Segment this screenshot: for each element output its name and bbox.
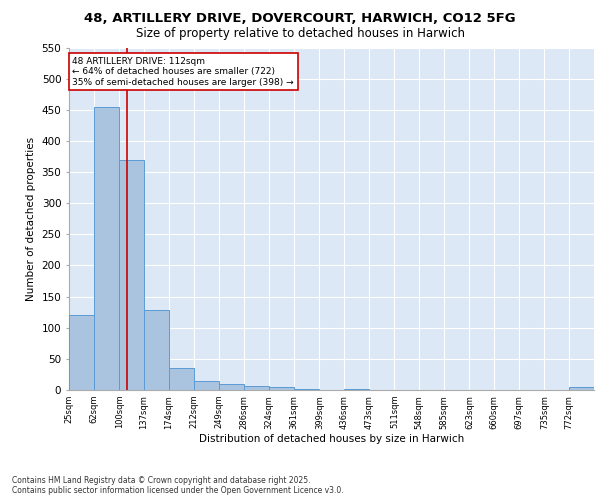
Bar <box>94 106 119 390</box>
Y-axis label: Number of detached properties: Number of detached properties <box>26 136 36 301</box>
X-axis label: Distribution of detached houses by size in Harwich: Distribution of detached houses by size … <box>199 434 464 444</box>
Bar <box>569 387 594 390</box>
Text: 48 ARTILLERY DRIVE: 112sqm
← 64% of detached houses are smaller (722)
35% of sem: 48 ARTILLERY DRIVE: 112sqm ← 64% of deta… <box>73 57 294 86</box>
Bar <box>244 386 269 390</box>
Bar <box>294 389 319 390</box>
Text: Size of property relative to detached houses in Harwich: Size of property relative to detached ho… <box>136 28 464 40</box>
Text: Contains HM Land Registry data © Crown copyright and database right 2025.
Contai: Contains HM Land Registry data © Crown c… <box>12 476 344 495</box>
Bar <box>144 310 169 390</box>
Bar <box>344 389 369 390</box>
Bar <box>119 160 144 390</box>
Bar <box>69 316 94 390</box>
Bar <box>169 368 194 390</box>
Bar <box>219 384 244 390</box>
Bar <box>269 387 294 390</box>
Bar <box>194 382 219 390</box>
Text: 48, ARTILLERY DRIVE, DOVERCOURT, HARWICH, CO12 5FG: 48, ARTILLERY DRIVE, DOVERCOURT, HARWICH… <box>84 12 516 26</box>
